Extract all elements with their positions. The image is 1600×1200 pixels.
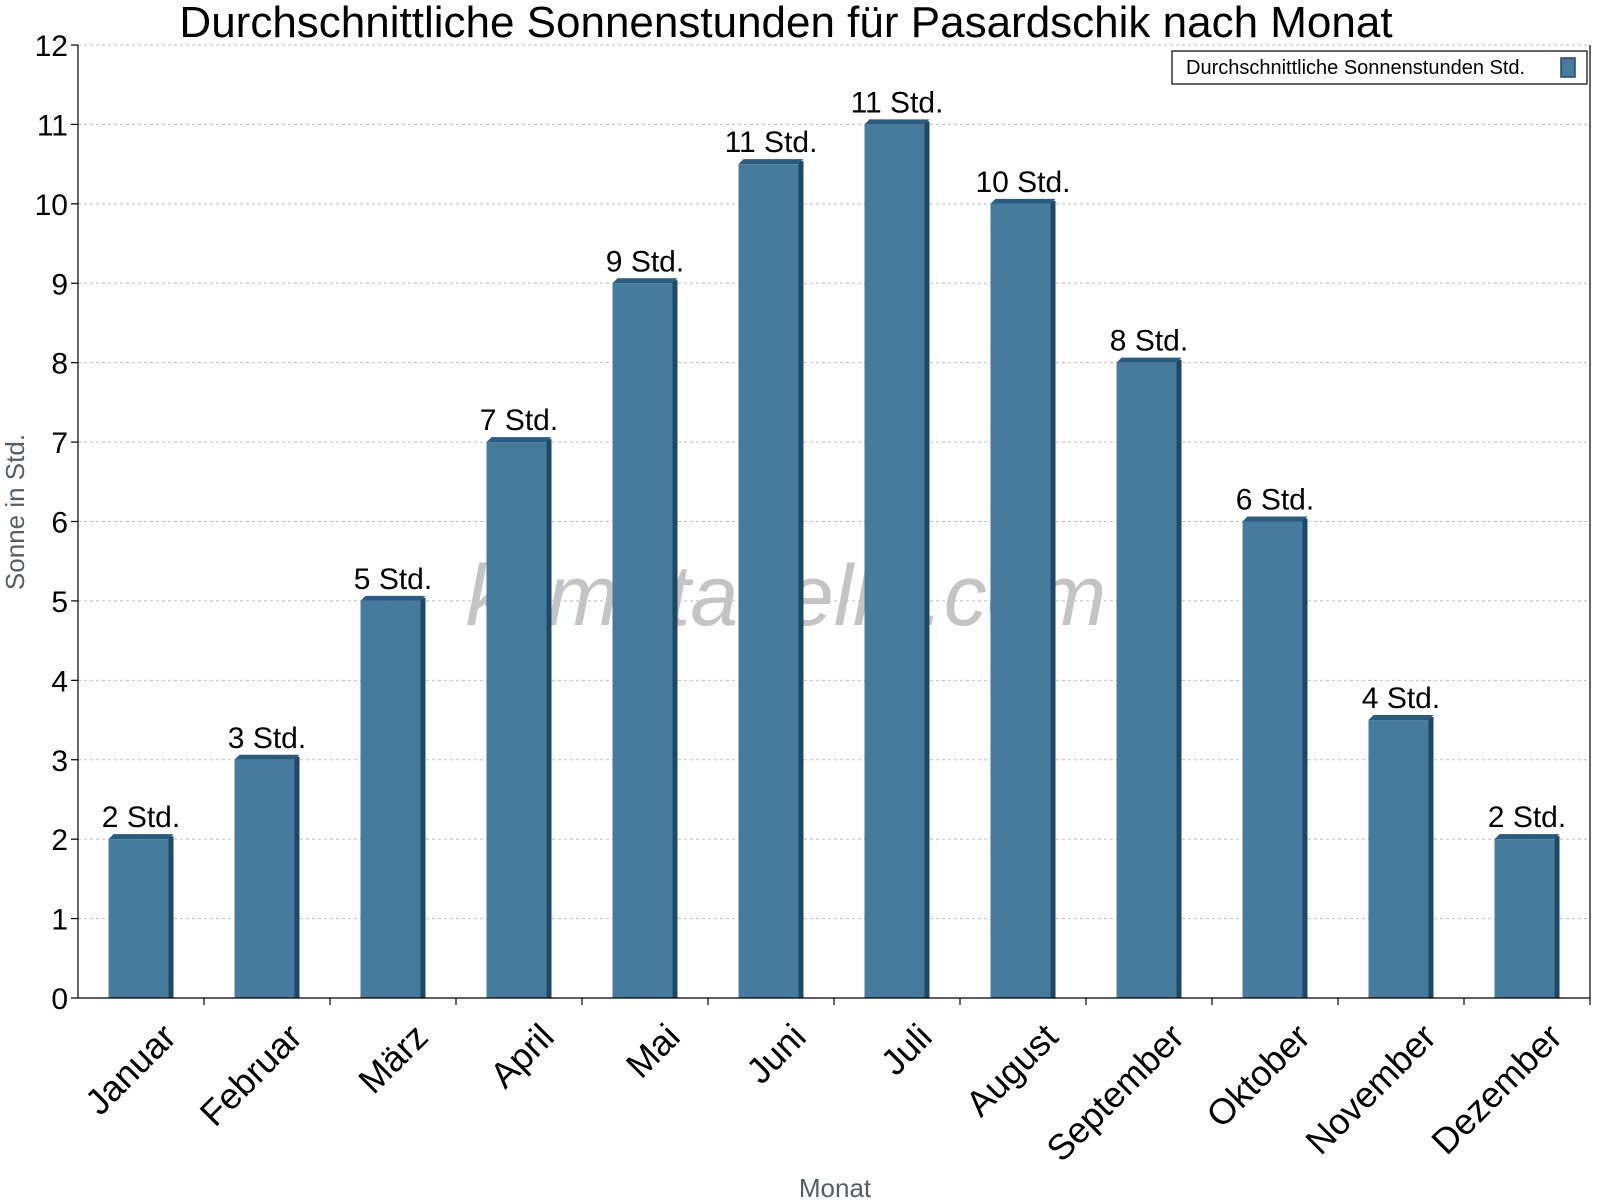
bar bbox=[864, 124, 925, 998]
bar-side bbox=[420, 597, 426, 998]
bar-top bbox=[1494, 834, 1560, 840]
x-tick-label: April bbox=[482, 1016, 562, 1096]
bar-side bbox=[168, 836, 174, 998]
bar-side bbox=[924, 121, 930, 998]
bar-top bbox=[360, 595, 426, 601]
bar-side bbox=[1050, 200, 1056, 999]
bar-data-label: 4 Std. bbox=[1362, 682, 1440, 715]
bar-side bbox=[1302, 518, 1308, 998]
x-tick-label: August bbox=[958, 1016, 1066, 1124]
y-tick-label: 0 bbox=[51, 983, 68, 1016]
bar-top bbox=[1116, 357, 1182, 363]
x-tick-label: Juli bbox=[873, 1016, 940, 1083]
x-tick-label: Dezember bbox=[1423, 1016, 1569, 1162]
bar bbox=[612, 283, 673, 998]
bar-top bbox=[738, 159, 804, 165]
bar-side bbox=[546, 439, 552, 998]
bar-top bbox=[486, 437, 552, 443]
y-tick-label: 10 bbox=[35, 189, 68, 222]
y-tick-label: 1 bbox=[51, 904, 68, 937]
legend: Durchschnittliche Sonnenstunden Std. bbox=[1171, 50, 1588, 85]
chart-title: Durchschnittliche Sonnenstunden für Pasa… bbox=[179, 0, 1392, 47]
bar-top bbox=[108, 834, 174, 840]
bar-top bbox=[864, 119, 930, 125]
x-tick-label: November bbox=[1297, 1016, 1443, 1162]
x-tick-label: Juni bbox=[738, 1016, 814, 1092]
bar-data-label: 2 Std. bbox=[1488, 801, 1566, 834]
bar-data-label: 2 Std. bbox=[102, 801, 180, 834]
bar bbox=[1494, 839, 1555, 998]
bar bbox=[990, 203, 1051, 999]
bar-data-label: 7 Std. bbox=[480, 404, 558, 437]
bar bbox=[108, 839, 169, 998]
bar bbox=[1116, 362, 1177, 999]
bar-data-label: 11 Std. bbox=[851, 86, 944, 119]
y-tick-label: 12 bbox=[35, 30, 68, 63]
bar-data-label: 11 Std. bbox=[725, 126, 818, 159]
bar-side bbox=[294, 756, 300, 998]
legend-swatch bbox=[1560, 57, 1576, 78]
bar bbox=[234, 759, 295, 998]
x-tick-label: Januar bbox=[77, 1016, 184, 1123]
y-axis-label: Sonne in Std. bbox=[0, 434, 30, 590]
bar-side bbox=[1554, 836, 1560, 998]
bar-data-label: 6 Std. bbox=[1236, 484, 1314, 517]
bars: 2 Std. 3 Std. 5 Std. 7 Std. 9 Std. 11 Std. 11 … bbox=[102, 86, 1566, 999]
y-tick-label: 3 bbox=[51, 745, 68, 778]
x-axis-ticks: Januar Februar März April Mai Juni Juli AugustS… bbox=[77, 998, 1591, 1170]
bar-top bbox=[612, 278, 678, 284]
y-tick-label: 7 bbox=[51, 427, 68, 460]
x-tick-label: Mai bbox=[618, 1016, 688, 1086]
y-tick-label: 4 bbox=[51, 665, 68, 698]
bar bbox=[1368, 720, 1429, 998]
bar bbox=[360, 600, 421, 998]
legend-label: Durchschnittliche Sonnenstunden Std. bbox=[1186, 57, 1525, 79]
bar-side bbox=[1176, 359, 1182, 999]
x-tick-label: Februar bbox=[192, 1016, 310, 1134]
bar-data-label: 10 Std. bbox=[975, 166, 1070, 199]
bar-side bbox=[798, 161, 804, 998]
bar-side bbox=[672, 280, 678, 998]
y-tick-label: 5 bbox=[51, 586, 68, 619]
gridlines bbox=[78, 44, 1590, 920]
y-tick-label: 9 bbox=[51, 268, 68, 301]
bar bbox=[738, 164, 799, 998]
bar-top bbox=[234, 754, 300, 760]
y-tick-label: 11 bbox=[37, 109, 68, 142]
x-tick-label: September bbox=[1038, 1016, 1192, 1170]
bar-data-label: 5 Std. bbox=[354, 563, 432, 596]
y-tick-label: 2 bbox=[51, 824, 68, 857]
y-tick-label: 6 bbox=[51, 507, 68, 540]
y-tick-label: 8 bbox=[51, 348, 68, 381]
x-axis-label: Monat bbox=[799, 1173, 872, 1200]
bar-side bbox=[1428, 717, 1434, 998]
legend-box bbox=[1171, 50, 1588, 85]
bar bbox=[1242, 521, 1303, 998]
bar-top bbox=[1242, 516, 1308, 522]
bar-data-label: 9 Std. bbox=[606, 245, 684, 278]
bar-data-label: 3 Std. bbox=[228, 722, 306, 755]
bar-top bbox=[990, 198, 1056, 204]
bar-data-label: 8 Std. bbox=[1110, 325, 1188, 358]
x-tick-label: Oktober bbox=[1198, 1016, 1318, 1136]
x-tick-label: März bbox=[350, 1016, 436, 1102]
bar bbox=[486, 442, 547, 998]
bar-top bbox=[1368, 715, 1434, 721]
